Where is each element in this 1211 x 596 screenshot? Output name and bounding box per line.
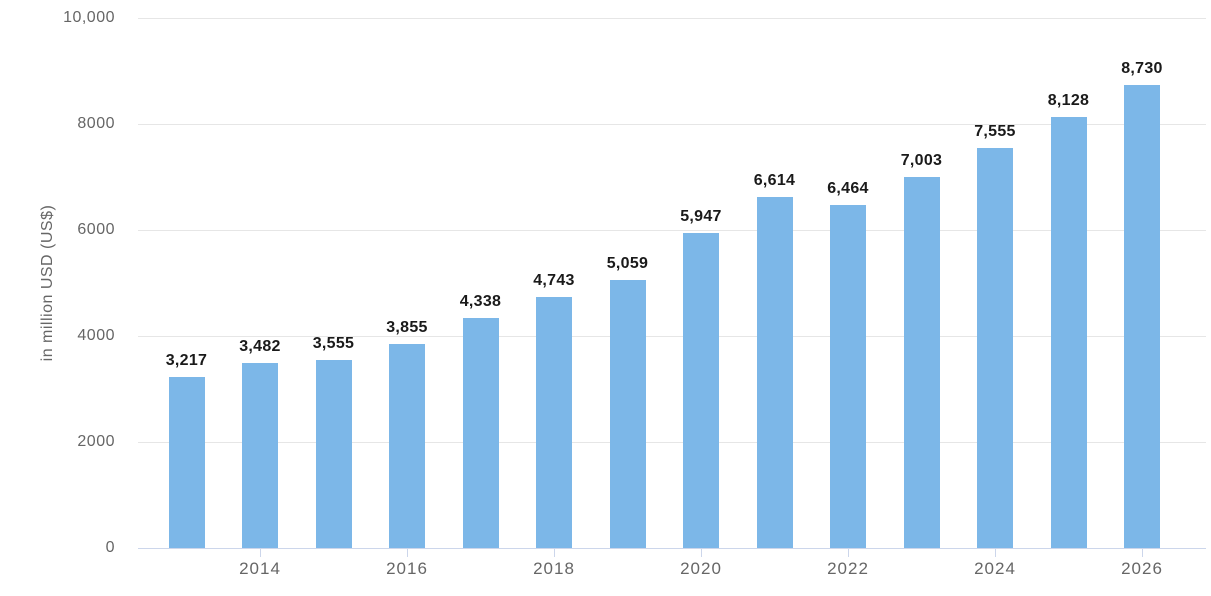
x-tick-label: 2014 [239,559,281,578]
bar-value-label: 3,217 [165,352,208,370]
bar-value-label: 7,555 [974,122,1016,140]
bar-value-label: 4,743 [533,271,575,289]
bar-value-label: 6,614 [753,172,796,190]
bar[interactable] [609,279,646,548]
bar[interactable] [977,147,1013,548]
x-tick-mark [701,549,702,557]
y-tick-label: 4000 [77,327,115,344]
x-tick-mark [554,549,555,557]
bar[interactable] [683,232,719,548]
bar[interactable] [168,377,205,548]
x-tick-mark [407,549,408,557]
bar-value-label: 5,947 [680,207,722,225]
bar[interactable] [242,363,278,548]
x-tick-mark [995,549,996,557]
bar[interactable] [756,197,793,548]
bar[interactable] [1050,117,1087,548]
bar-value-label: 3,482 [239,338,281,356]
y-gridline [138,124,1206,125]
bar-value-label: 6,464 [827,180,869,198]
y-gridline [138,442,1206,443]
x-tick-label: 2026 [1121,559,1163,578]
bar-value-label: 5,059 [606,254,649,272]
bar[interactable] [462,318,499,548]
x-tick-mark [1142,549,1143,557]
bar-value-label: 7,003 [900,151,943,169]
y-tick-label: 10,000 [63,9,115,26]
x-tick-mark [848,549,849,557]
x-tick-label: 2016 [386,559,428,578]
bar[interactable] [315,359,352,548]
y-gridline [138,18,1206,19]
bar[interactable] [536,296,572,548]
bar-value-label: 8,128 [1047,92,1090,110]
bar-value-label: 4,338 [459,293,502,311]
bar[interactable] [389,343,425,548]
x-tick-label: 2024 [974,559,1016,578]
bar-value-label: 3,555 [312,334,355,352]
y-tick-label: 0 [105,539,115,556]
x-tick-label: 2022 [827,559,869,578]
bar-value-label: 3,855 [386,318,428,336]
y-tick-label: 2000 [77,433,115,450]
x-tick-mark [260,549,261,557]
bar[interactable] [1124,85,1160,548]
bar[interactable] [903,176,940,548]
x-tick-label: 2020 [680,559,722,578]
y-gridline [138,336,1206,337]
y-gridline [138,230,1206,231]
y-tick-label: 8000 [77,115,115,132]
x-tick-label: 2018 [533,559,575,578]
bar[interactable] [830,205,866,548]
y-tick-label: 6000 [77,221,115,238]
x-axis-line [138,548,1206,549]
bar-value-label: 8,730 [1121,60,1163,78]
y-axis-title: in million USD (US$) [39,204,56,362]
